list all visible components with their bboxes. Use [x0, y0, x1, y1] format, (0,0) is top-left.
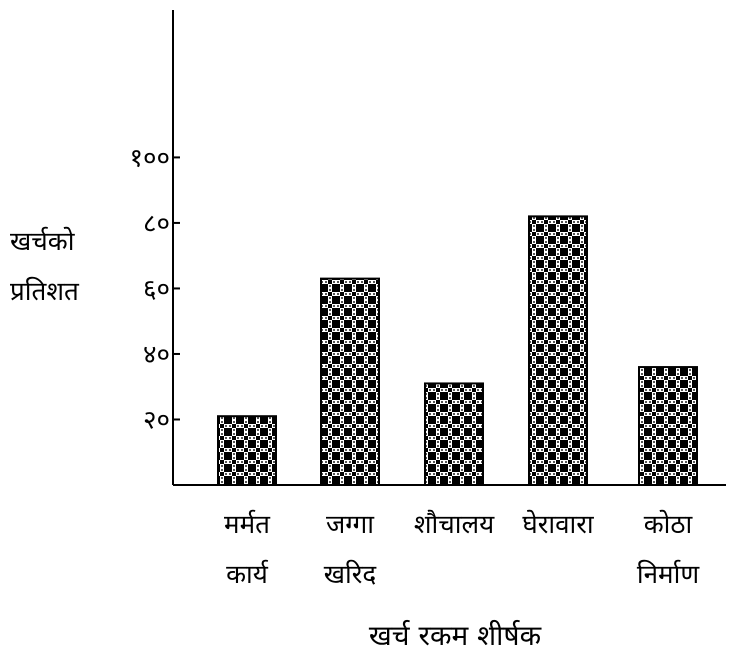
- x-tick-label-1: मर्मत कार्य: [224, 509, 271, 590]
- y-tick-label-3: ६०: [143, 274, 170, 304]
- x-tick-label-4-line-1: घेरावारा: [522, 509, 595, 540]
- y-tick-label-1: २०: [143, 405, 170, 435]
- y-axis-title: खर्चको प्रतिशत: [10, 226, 83, 307]
- y-axis-title-line-2: प्रतिशत: [10, 276, 80, 307]
- x-tick-label-3: शौचालय: [414, 509, 495, 540]
- y-tick-label-5: १००: [129, 143, 170, 173]
- bar-3: [424, 382, 484, 486]
- x-axis-title: खर्च रकम शीर्षक: [369, 619, 542, 652]
- bar-4: [528, 215, 588, 486]
- x-tick-label-2: जग्गा खरिद: [324, 510, 378, 590]
- x-tick-label-3-line-1: शौचालय: [414, 509, 495, 540]
- bar-2: [320, 277, 380, 486]
- x-tick-label-1-line-2: कार्य: [226, 559, 269, 590]
- x-tick-label-5-line-1: कोठा: [644, 509, 694, 540]
- x-tick-label-5: कोठा निर्माण: [637, 509, 700, 590]
- y-axis-title-line-1: खर्चको: [10, 226, 76, 257]
- bar-5: [638, 366, 698, 487]
- x-tick-label-2-line-2: खरिद: [324, 559, 378, 590]
- y-tick-label-4: ८०: [143, 209, 170, 239]
- y-tick-label-2: ४०: [143, 340, 170, 370]
- x-tick-label-1-line-1: मर्मत: [224, 509, 271, 540]
- x-tick-label-4: घेरावारा: [522, 509, 595, 540]
- bar-1: [217, 415, 277, 487]
- x-tick-label-5-line-2: निर्माण: [637, 559, 700, 590]
- x-tick-label-2-line-1: जग्गा: [326, 510, 375, 540]
